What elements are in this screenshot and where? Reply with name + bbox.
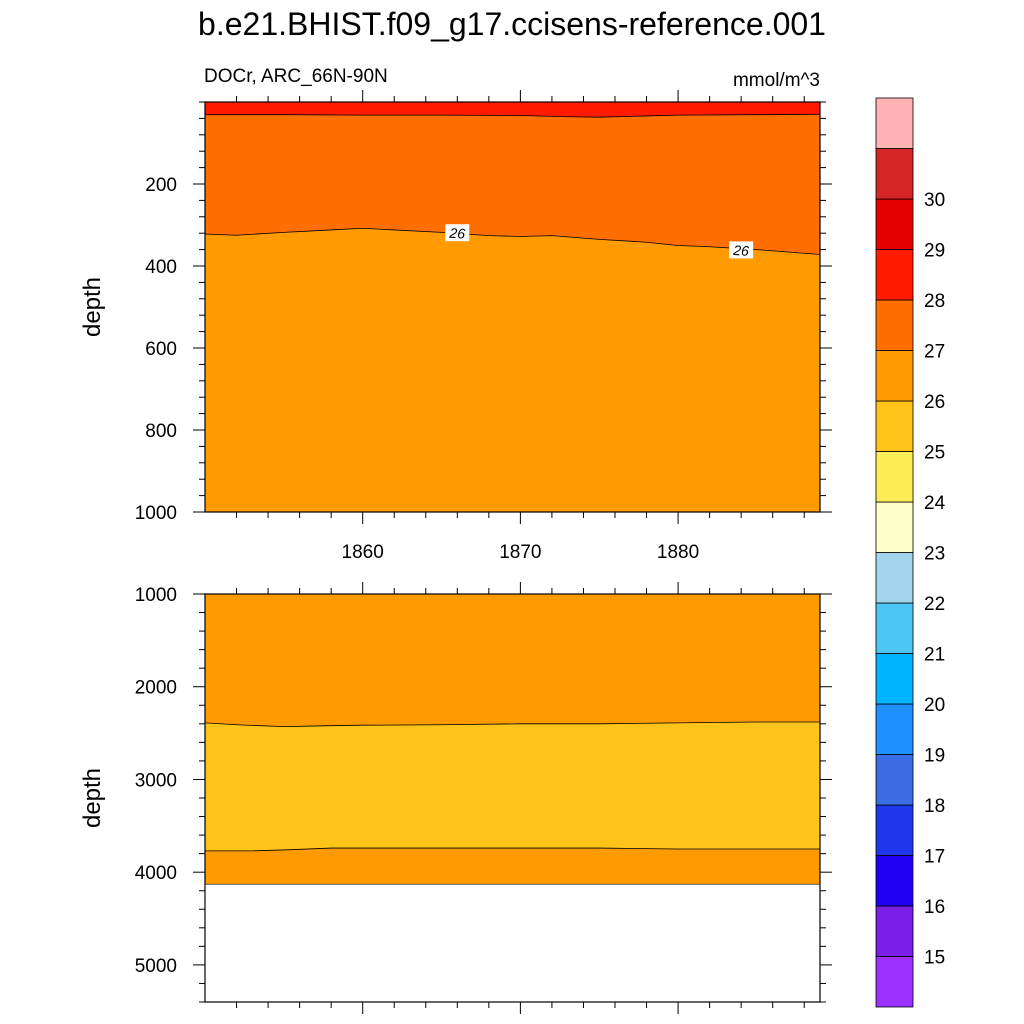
contour-line-25b xyxy=(205,847,820,852)
contour-label-box xyxy=(729,241,754,259)
x-tick-label: 1860 xyxy=(342,542,384,563)
chart-title: b.e21.BHIST.f09_g17.ccisens-reference.00… xyxy=(198,6,826,42)
colorbar-swatch xyxy=(875,350,914,402)
x-tick-label: 1870 xyxy=(499,542,541,563)
y-tick-label: 4000 xyxy=(135,863,177,884)
colorbar-label: 24 xyxy=(924,493,946,514)
colorbar-label: 20 xyxy=(924,695,945,716)
colorbar-label: 28 xyxy=(924,291,945,312)
contour-label-box xyxy=(445,224,470,242)
y-tick-label: 1000 xyxy=(135,503,177,524)
fill-region-24-25 xyxy=(205,721,820,851)
colorbar-swatch xyxy=(875,451,914,503)
y-tick-label: 5000 xyxy=(135,956,177,977)
colorbar-label: 27 xyxy=(924,342,945,363)
y-axis-label: depth xyxy=(79,277,106,337)
colorbar-label: 29 xyxy=(924,241,945,262)
colorbar-swatch xyxy=(875,299,914,351)
y-tick-label: 600 xyxy=(145,339,177,360)
upper-panel: 26 26 1860 1870 1880 200 400 600 800 1000 depth xyxy=(79,90,832,563)
contour-label: 26 xyxy=(448,225,466,242)
colorbar-swatch xyxy=(875,97,914,149)
colorbar-label: 23 xyxy=(924,544,945,565)
colorbar-label: 15 xyxy=(924,948,945,969)
colorbar-label: 26 xyxy=(924,392,945,413)
y-tick-label: 1000 xyxy=(135,585,177,606)
colorbar-swatch xyxy=(875,703,914,755)
colorbar-swatch xyxy=(875,249,914,301)
colorbar-label: 19 xyxy=(924,746,945,767)
fill-region-27-28 xyxy=(205,102,820,118)
colorbar-swatch xyxy=(875,905,914,957)
x-tick-label: 1880 xyxy=(657,542,699,563)
lower-panel: 1000 2000 3000 4000 5000 depth xyxy=(79,582,832,1014)
colorbar-swatch xyxy=(875,198,914,250)
y-tick-label: 400 xyxy=(145,257,177,278)
colorbar-swatch xyxy=(875,653,914,705)
contour-line-27 xyxy=(205,113,821,118)
colorbar-swatch xyxy=(875,602,914,654)
y-tick-label: 200 xyxy=(145,175,177,196)
colorbar-label: 17 xyxy=(924,847,945,868)
y-axis-label: depth xyxy=(79,768,106,828)
colorbar-swatch xyxy=(875,855,914,907)
y-tick-label: 3000 xyxy=(135,770,177,791)
y-tick-label: 800 xyxy=(145,421,177,442)
colorbar-swatch xyxy=(875,501,914,553)
colorbar-swatch xyxy=(875,754,914,806)
colorbar-label: 22 xyxy=(924,594,945,615)
colorbar: 15 16 17 18 19 20 21 22 23 24 25 26 27 28 29 30 xyxy=(875,97,946,1008)
fill-region-26-27 xyxy=(205,102,820,255)
plot-frame xyxy=(204,101,821,513)
colorbar-swatch xyxy=(875,148,914,200)
colorbar-label: 21 xyxy=(924,645,945,666)
contour-label: 26 xyxy=(732,242,750,259)
colorbar-swatch xyxy=(875,956,914,1008)
contour-line-26 xyxy=(204,227,821,255)
units-label: mmol/m^3 xyxy=(733,70,820,91)
colorbar-label: 25 xyxy=(924,443,945,464)
colorbar-label: 18 xyxy=(924,796,945,817)
colorbar-swatch xyxy=(875,552,914,604)
colorbar-label: 16 xyxy=(924,897,945,918)
colorbar-swatch xyxy=(875,804,914,856)
variable-label: DOCr, ARC_66N-90N xyxy=(204,66,388,87)
colorbar-swatch xyxy=(875,400,914,452)
colorbar-label: 30 xyxy=(924,190,945,211)
contour-line-25 xyxy=(204,721,820,728)
y-tick-label: 2000 xyxy=(135,678,177,699)
